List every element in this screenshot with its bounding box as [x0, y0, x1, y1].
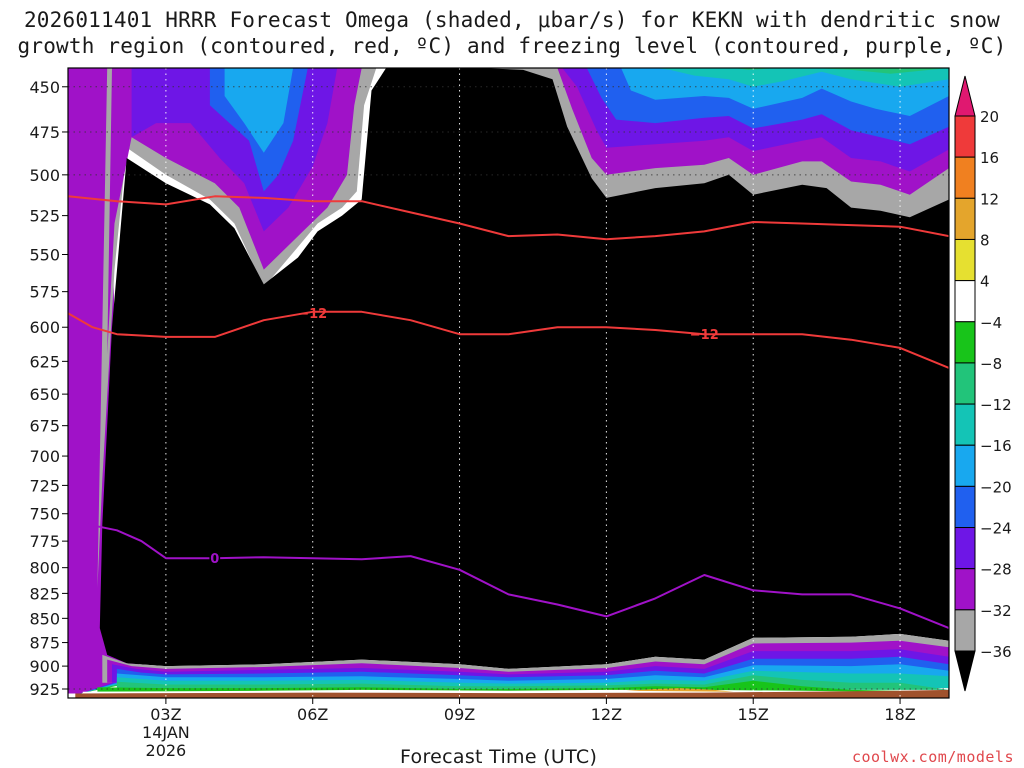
x-date-label: 14JAN [142, 723, 190, 742]
colorbar-swatch [954, 362, 976, 405]
colorbar-label: −28 [980, 561, 1012, 579]
x-tick-label: 06Z [297, 705, 328, 724]
y-tick-label: 600 [29, 318, 60, 337]
colorbar-top-arrow [954, 75, 976, 117]
shade-surface [75, 689, 949, 698]
plot-frame [67, 67, 950, 699]
x-tick-label: 12Z [591, 705, 622, 724]
grid-lines [68, 68, 949, 698]
colorbar-label: 8 [980, 231, 990, 249]
y-tick-label: 750 [29, 505, 60, 524]
colorbar-label: −20 [980, 478, 1012, 496]
colorbar-label: −36 [980, 643, 1012, 661]
shade-upper-left [224, 68, 294, 153]
contour-label: −12 [690, 328, 719, 343]
colorbar-label: 4 [980, 273, 990, 291]
contour-line [68, 195, 949, 241]
colorbar-label: −12 [980, 396, 1012, 414]
colorbar-swatch [954, 403, 976, 446]
colorbar-label: −32 [980, 602, 1012, 620]
contour-line [68, 310, 949, 369]
x-tick-label: 03Z [150, 705, 181, 724]
colorbar-label: −8 [980, 355, 1002, 373]
colorbar-swatch [954, 609, 976, 652]
omega-shading [68, 68, 949, 698]
x-tick-label: 15Z [738, 705, 769, 724]
y-tick-label: 575 [29, 283, 60, 302]
shade-strong-ascent [99, 68, 949, 669]
y-tick-label: 800 [29, 559, 60, 578]
y-tick-label: 450 [29, 78, 60, 97]
colorbar-label: 16 [980, 149, 999, 167]
y-tick-label: 700 [29, 447, 60, 466]
credit-link[interactable]: coolwx.com/models [851, 748, 1014, 766]
y-axis: 450 475 500 525 550 575 600 625 650 675 700 725 750 7… [29, 78, 68, 699]
x-axis-label: Forecast Time (UTC) [400, 746, 598, 768]
y-tick-label: 650 [29, 385, 60, 404]
y-tick-label: 850 [29, 609, 60, 628]
colorbar-swatch [954, 527, 976, 570]
y-tick-label: 900 [29, 657, 60, 676]
y-tick-label: 550 [29, 246, 60, 265]
colorbar-label: 12 [980, 190, 999, 208]
y-tick-label: 675 [29, 417, 60, 436]
colorbar-bottom-arrow [954, 650, 976, 692]
shade-upper-right [733, 68, 949, 74]
colorbar-label: −4 [980, 314, 1002, 332]
colorbar-label: −24 [980, 520, 1012, 538]
y-tick-label: 475 [29, 123, 60, 142]
y-tick-label: 925 [29, 680, 60, 699]
colorbar-swatch [954, 156, 976, 199]
x-date-label: 2026 [146, 741, 187, 760]
colorbar-label: 20 [980, 108, 999, 126]
x-tick-label: 09Z [444, 705, 475, 724]
colorbar-swatch [954, 197, 976, 240]
y-tick-label: 875 [29, 634, 60, 653]
colorbar-swatch [954, 115, 976, 158]
contour-label: 0 [210, 552, 219, 567]
shade-upper-right [655, 68, 949, 87]
colorbar: 20 16 12 8 4 −4 −8 −12 −16 −20 −24 −28 −32 −36 [954, 75, 1012, 692]
chart-title-line-2: growth region (contoured, red, ºC) and f… [17, 34, 1007, 58]
y-tick-label: 725 [29, 476, 60, 495]
chart-title-line-1: 2026011401 HRRR Forecast Omega (shaded, … [23, 8, 1001, 32]
y-tick-label: 775 [29, 532, 60, 551]
y-tick-label: 625 [29, 352, 60, 371]
colorbar-swatch [954, 238, 976, 282]
y-tick-label: 825 [29, 584, 60, 603]
x-tick-label: 18Z [884, 705, 915, 724]
contour-label: −12 [298, 307, 327, 322]
contour-line [68, 519, 949, 630]
colorbar-swatch [954, 444, 976, 487]
colorbar-swatch [954, 280, 976, 323]
y-tick-label: 500 [29, 166, 60, 185]
colorbar-label: −16 [980, 437, 1012, 455]
contour-lines: −12 −12 0 [68, 195, 949, 630]
colorbar-swatch [954, 321, 976, 364]
colorbar-swatch [954, 568, 976, 611]
y-tick-label: 525 [29, 207, 60, 226]
colorbar-swatch [954, 485, 976, 529]
shade-weak-descent [626, 688, 734, 692]
